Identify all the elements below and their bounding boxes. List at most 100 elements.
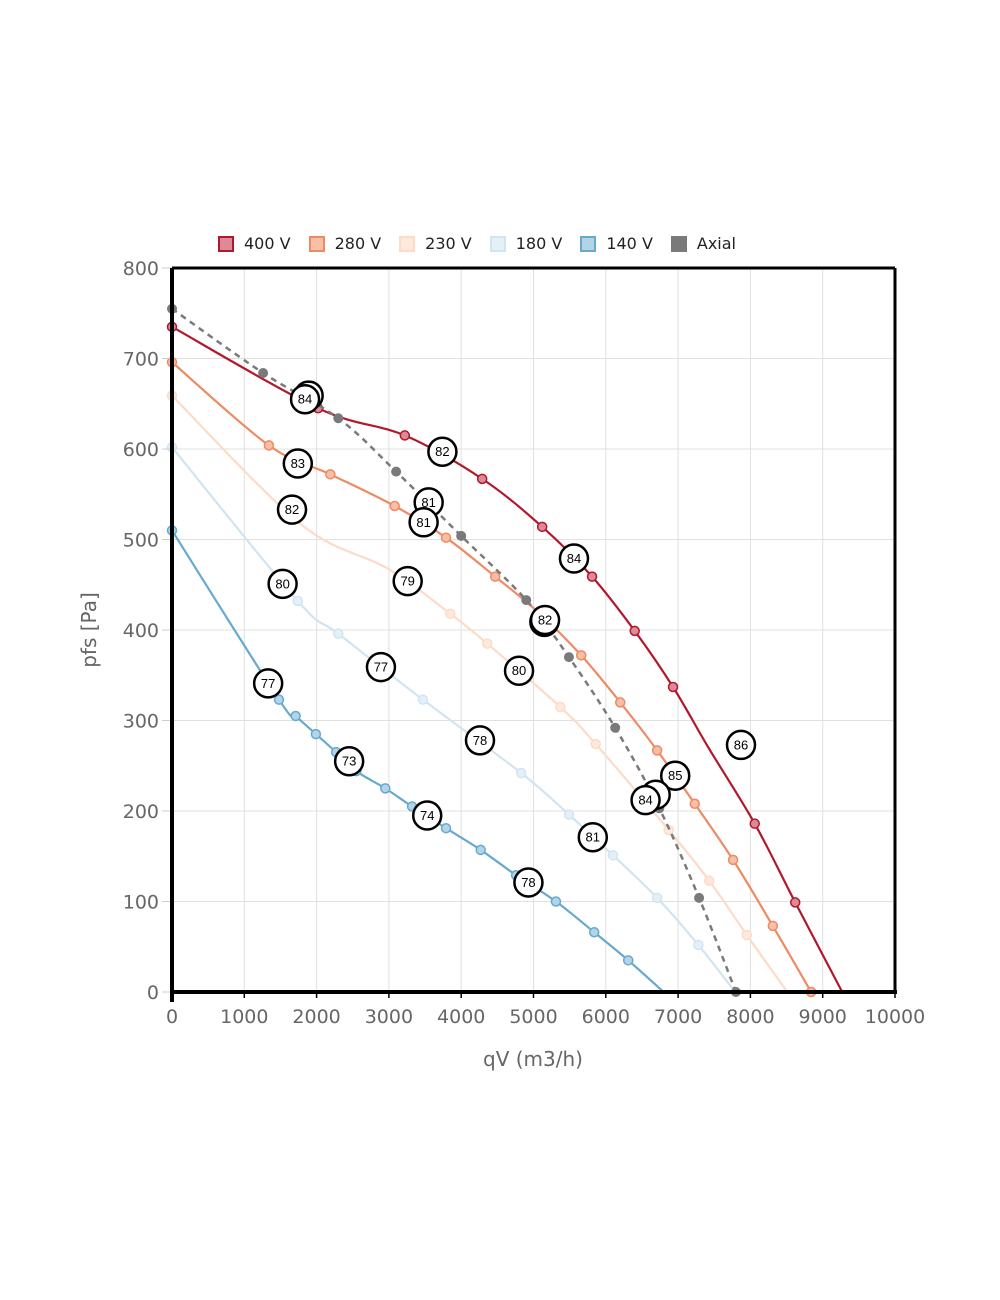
efficiency-label-text: 84 xyxy=(638,793,652,808)
efficiency-label-circle xyxy=(529,604,561,636)
efficiency-label-text: 77 xyxy=(261,676,275,691)
data-point-280v xyxy=(767,920,779,932)
legend-item-400v[interactable]: 400 V xyxy=(218,234,291,253)
x-tick-label: 10000 xyxy=(865,1006,925,1028)
x-tick-label: 8000 xyxy=(726,1006,774,1028)
efficiency-label: 79 xyxy=(392,565,423,597)
efficiency-label: 77 xyxy=(252,668,284,699)
data-point-280v xyxy=(575,650,587,661)
data-point-280v xyxy=(689,798,700,810)
efficiency-label-text: 82 xyxy=(538,613,552,628)
x-tick-label: 6000 xyxy=(582,1006,630,1028)
efficiency-label-circle xyxy=(276,494,308,525)
data-point-400v xyxy=(667,681,679,693)
data-point-400v xyxy=(749,818,760,829)
legend-item-280v[interactable]: 280 V xyxy=(308,234,382,253)
data-point-180v xyxy=(563,809,575,820)
efficiency-label: 84 xyxy=(558,543,590,574)
efficiency-label: 78 xyxy=(464,725,496,756)
data-point-280v xyxy=(727,854,739,866)
data-point-180v xyxy=(292,595,304,607)
efficiency-label: 85 xyxy=(659,760,691,791)
efficiency-label: 86 xyxy=(725,729,757,761)
data-point-140v xyxy=(440,822,452,834)
legend-swatch-axial xyxy=(670,235,687,252)
efficiency-label: 81 xyxy=(408,507,439,538)
data-point-axial xyxy=(258,367,269,378)
series-line-230v xyxy=(171,394,789,993)
legend-label: 280 V xyxy=(334,234,382,253)
efficiency-label: 83 xyxy=(282,448,314,479)
x-axis-title: qV (m3/h) xyxy=(483,1047,583,1071)
efficiency-label-text: 81 xyxy=(421,495,435,510)
legend-item-140v[interactable]: 140 V xyxy=(580,234,653,253)
data-point-230v xyxy=(590,738,601,750)
y-tick-label: 0 xyxy=(147,982,159,1004)
efficiency-label-text: 78 xyxy=(473,733,487,748)
legend-label: 140 V xyxy=(606,234,653,253)
legend-item-230v[interactable]: 230 V xyxy=(399,234,472,253)
efficiency-label: 78 xyxy=(513,867,544,898)
y-tick-label: 300 xyxy=(123,711,159,733)
efficiency-label: 73 xyxy=(333,745,365,777)
y-tick-label: 700 xyxy=(123,349,159,371)
efficiency-label-text: 80 xyxy=(275,576,289,591)
legend-label: 180 V xyxy=(515,234,563,253)
series-group xyxy=(166,303,844,998)
efficiency-label-circle xyxy=(289,383,321,415)
legend-label: 230 V xyxy=(425,234,472,253)
efficiency-label-text: 81 xyxy=(416,515,430,530)
chart-legend: 400 V 280 V 230 V 180 V 140 V Axial xyxy=(218,234,754,253)
efficiency-label-circle xyxy=(630,784,661,816)
series-line-400v xyxy=(171,325,844,993)
data-point-180v xyxy=(693,939,704,951)
legend-label: Axial xyxy=(696,234,736,253)
annotations-group: 8484828381818284798282807780777886858473… xyxy=(252,380,757,898)
efficiency-label: 81 xyxy=(577,821,609,853)
efficiency-label-text: 78 xyxy=(521,875,535,890)
x-tick-label: 9000 xyxy=(799,1006,847,1028)
data-point-230v xyxy=(445,608,456,619)
data-point-axial xyxy=(610,722,621,733)
data-point-140v xyxy=(588,927,600,938)
efficiency-label-text: 83 xyxy=(291,456,305,471)
legend-swatch-400v xyxy=(218,235,234,252)
legend-swatch-140v xyxy=(580,235,597,252)
efficiency-label-circle xyxy=(558,543,590,574)
efficiency-label-circle xyxy=(411,800,443,831)
x-tick-label: 3000 xyxy=(365,1006,413,1028)
efficiency-label-text: 79 xyxy=(400,574,414,589)
efficiency-label-circle xyxy=(725,729,757,761)
x-tick-label: 7000 xyxy=(654,1006,702,1028)
efficiency-label-text: 80 xyxy=(512,663,526,678)
data-point-280v xyxy=(489,571,501,582)
data-point-230v xyxy=(481,638,493,649)
data-point-140v xyxy=(310,728,322,740)
series-230v xyxy=(166,390,789,993)
tick-labels: 0 1000 2000 3000 4000 5000 6000 7000 8000 9000 100… xyxy=(123,258,925,1028)
x-tick-label: 1000 xyxy=(220,1006,268,1028)
efficiency-label-text: 84 xyxy=(567,551,581,566)
series-400v xyxy=(166,321,844,993)
efficiency-label-text: 74 xyxy=(420,808,434,823)
legend-swatch-280v xyxy=(308,235,325,252)
efficiency-label-circle xyxy=(427,436,458,467)
data-point-axial xyxy=(333,413,344,424)
data-point-140v xyxy=(273,694,285,705)
efficiency-label-circle xyxy=(333,745,365,777)
efficiency-label-circle xyxy=(365,651,397,683)
legend-item-180v[interactable]: 180 V xyxy=(489,234,563,253)
data-point-180v xyxy=(333,628,344,639)
legend-item-axial[interactable]: Axial xyxy=(670,234,736,253)
y-tick-label: 500 xyxy=(123,530,159,552)
axes xyxy=(162,266,897,1002)
data-point-400v xyxy=(476,473,488,485)
efficiency-label-circle xyxy=(282,448,314,479)
efficiency-label-circle xyxy=(392,565,423,597)
efficiency-label-circle xyxy=(503,655,535,686)
efficiency-label-text: 73 xyxy=(342,754,356,769)
data-point-280v xyxy=(389,500,400,512)
legend-swatch-180v xyxy=(489,235,506,252)
x-tick-label: 5000 xyxy=(509,1006,557,1028)
data-point-400v xyxy=(399,430,411,441)
